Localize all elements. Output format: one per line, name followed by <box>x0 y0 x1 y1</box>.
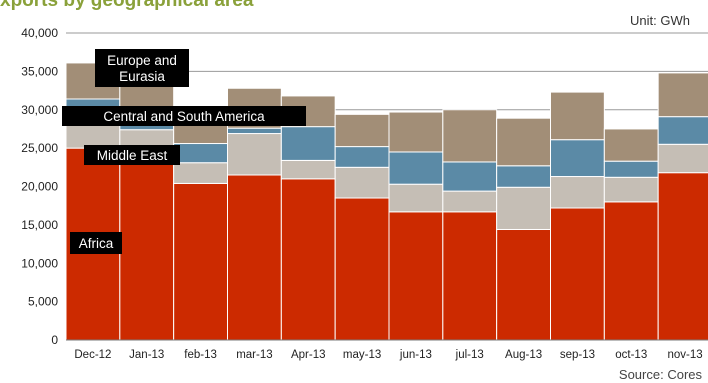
x-tick-label: jul-13 <box>455 349 484 361</box>
bar-segment-africa <box>388 211 444 341</box>
bar-segment-europe-and-eurasia <box>657 72 708 118</box>
bar-segment-africa <box>280 178 336 341</box>
bar-segment-middle-east <box>334 166 390 199</box>
x-tick-label: Dec-12 <box>74 349 111 361</box>
bar-segment-central-and-south-america <box>334 146 390 168</box>
y-tick-label: 25,000 <box>21 141 58 155</box>
bar-segment-middle-east <box>603 176 659 203</box>
bar-segment-africa <box>227 174 282 341</box>
bar-segment-africa <box>442 211 498 341</box>
bar-segment-middle-east <box>280 159 336 180</box>
x-tick-label: may-13 <box>343 349 381 361</box>
bar-segment-middle-east <box>173 162 229 184</box>
x-tick-label: mar-13 <box>236 349 272 361</box>
bar-segment-middle-east <box>442 190 498 213</box>
x-tick-label: oct-13 <box>615 349 647 361</box>
axes: 0 5,000 10,000 15,000 20,000 25,000 30,000 35,0… <box>21 26 708 361</box>
annotation-text: Middle East <box>97 148 168 163</box>
x-tick-label: Jan-13 <box>129 349 164 361</box>
y-tick-label: 40,000 <box>21 26 58 40</box>
bars <box>65 62 708 341</box>
annotation-africa: Africa <box>70 232 122 254</box>
bar-segment-africa <box>119 163 175 341</box>
bar-segment-europe-and-eurasia <box>388 111 444 153</box>
bar-segment-africa <box>657 172 708 341</box>
bar-segment-central-and-south-america <box>496 165 551 188</box>
annotation-box <box>84 145 180 165</box>
annotation-box <box>95 49 189 87</box>
y-tick-label: 30,000 <box>21 103 58 117</box>
bar-segment-middle-east <box>657 143 708 174</box>
unit-label: Unit: GWh <box>630 13 690 28</box>
bar-segment-central-and-south-america <box>227 127 282 135</box>
bar-segment-central-and-south-america <box>173 143 229 164</box>
bar-segment-europe-and-eurasia <box>603 128 659 162</box>
bar-segment-central-and-south-america <box>442 161 498 192</box>
y-tick-label: 5,000 <box>28 295 58 309</box>
bar-segment-central-and-south-america <box>388 151 444 185</box>
y-tick-label: 15,000 <box>21 218 58 232</box>
x-tick-label: Apr-13 <box>291 349 326 361</box>
bar-segment-europe-and-eurasia <box>334 113 390 148</box>
bar-segment-africa <box>334 197 390 341</box>
bar-segment-middle-east <box>388 183 444 213</box>
bar-segment-middle-east <box>227 133 282 176</box>
x-tick-label: feb-13 <box>184 349 217 361</box>
bar-segment-africa <box>496 228 551 341</box>
annotation-box <box>70 232 122 254</box>
annotation-text: Central and South America <box>103 109 265 124</box>
y-tick-label: 0 <box>51 333 58 347</box>
x-tick-label: Aug-13 <box>505 349 542 361</box>
x-tick-label: nov-13 <box>667 349 702 361</box>
bar-segment-europe-and-eurasia <box>550 91 605 141</box>
bar-segment-africa <box>550 207 605 341</box>
annotation-box <box>62 106 306 126</box>
y-tick-label: 10,000 <box>21 256 58 270</box>
bar-segment-middle-east <box>550 176 605 209</box>
annotation-central-and-south-america: Central and South America <box>62 106 306 126</box>
page-title: xports by geographical area <box>0 0 254 11</box>
bar-segment-middle-east <box>496 186 551 230</box>
bar-segment-africa <box>173 182 229 341</box>
bar-segment-africa <box>603 201 659 341</box>
x-tick-label: jun-13 <box>399 349 432 361</box>
annotation-text: Europe and <box>107 53 177 68</box>
bar-segment-europe-and-eurasia <box>496 117 551 167</box>
annotation-text: Eurasia <box>119 69 165 84</box>
bar-segment-central-and-south-america <box>550 139 605 178</box>
x-tick-label: sep-13 <box>560 349 595 361</box>
bar-segment-central-and-south-america <box>280 126 336 161</box>
bar-segment-central-and-south-america <box>657 116 708 145</box>
y-tick-label: 35,000 <box>21 64 58 78</box>
annotation-text: Africa <box>79 236 114 251</box>
bar-segment-europe-and-eurasia <box>442 109 498 163</box>
annotation-middle-east: Middle East <box>84 145 180 165</box>
source-label: Source: Cores <box>618 367 702 382</box>
bar-segment-central-and-south-america <box>603 160 659 178</box>
y-tick-label: 20,000 <box>21 180 58 194</box>
